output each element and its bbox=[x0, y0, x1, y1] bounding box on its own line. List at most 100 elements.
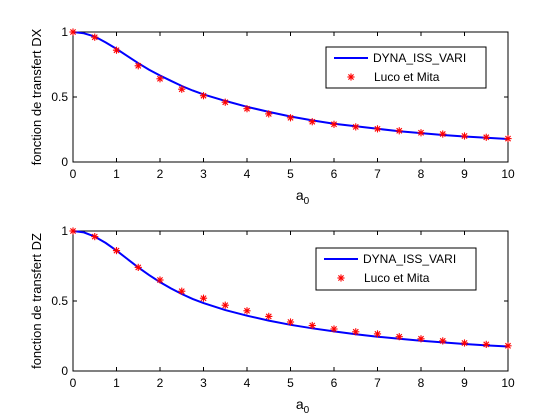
chart-panel-1: 0 1 2 3 4 5 6 7 8 9 10 0 0.5 1 fonction de transfert D… bbox=[29, 25, 515, 207]
data-point bbox=[221, 98, 229, 106]
x-tick-label: 1 bbox=[113, 376, 120, 390]
star-stroke bbox=[222, 99, 229, 106]
star-stroke bbox=[505, 135, 511, 142]
x-axis-label-main: a bbox=[296, 187, 304, 203]
x-tick-label: 2 bbox=[157, 376, 164, 390]
data-point bbox=[134, 62, 142, 70]
legend-entry-1: DYNA_ISS_VARI bbox=[324, 252, 456, 266]
star-stroke bbox=[309, 118, 316, 125]
x-tick-label: 10 bbox=[501, 167, 515, 181]
star-stroke bbox=[331, 121, 337, 128]
star-stroke bbox=[287, 319, 294, 325]
star-stroke bbox=[222, 302, 229, 309]
star-stroke bbox=[70, 29, 76, 35]
legend-box bbox=[325, 46, 487, 89]
data-point bbox=[308, 321, 316, 330]
data-point bbox=[417, 129, 425, 137]
star-stroke bbox=[331, 326, 337, 332]
x-tick-label: 8 bbox=[418, 376, 425, 390]
star-stroke bbox=[352, 123, 359, 130]
legend-entry-2: Luco et Mita bbox=[347, 70, 440, 84]
x-axis-label-main: a bbox=[296, 396, 304, 412]
star-stroke bbox=[135, 62, 142, 69]
x-tick-label: 9 bbox=[461, 376, 468, 390]
x-tick-label: 5 bbox=[287, 167, 294, 181]
data-point bbox=[112, 46, 121, 54]
legend-marker-swatch bbox=[337, 274, 345, 282]
star-stroke bbox=[483, 341, 490, 348]
legend-label: DYNA_ISS_VARI bbox=[373, 51, 466, 65]
x-tick-label: 9 bbox=[461, 167, 468, 181]
data-point bbox=[417, 335, 425, 343]
x-tick-label: 3 bbox=[200, 376, 207, 390]
legend: DYNA_ISS_VARI Luco et Mita bbox=[325, 46, 487, 89]
star-stroke bbox=[374, 330, 381, 337]
x-tick-label: 7 bbox=[374, 376, 381, 390]
star-stroke bbox=[91, 233, 98, 240]
star-stroke bbox=[483, 134, 490, 141]
star-stroke bbox=[418, 129, 424, 136]
star-stroke bbox=[178, 86, 185, 93]
star-stroke bbox=[396, 333, 403, 340]
legend: DYNA_ISS_VARI Luco et Mita bbox=[315, 247, 477, 291]
legend-box bbox=[315, 247, 477, 291]
data-point bbox=[373, 330, 382, 338]
x-tick-label: 0 bbox=[70, 167, 77, 181]
legend-label: DYNA_ISS_VARI bbox=[363, 252, 456, 266]
y-axis-label: fonction de transfert DX bbox=[29, 28, 44, 165]
x-axis-label: a0 bbox=[296, 187, 310, 207]
x-axis-label: a0 bbox=[296, 396, 310, 416]
data-point bbox=[504, 135, 512, 143]
data-point bbox=[69, 28, 77, 36]
data-point bbox=[439, 130, 447, 138]
data-point bbox=[330, 325, 338, 333]
star-stroke bbox=[461, 340, 468, 346]
star-stroke bbox=[178, 288, 185, 295]
data-point bbox=[504, 342, 512, 350]
series-1 bbox=[72, 230, 509, 348]
star-stroke bbox=[265, 313, 272, 320]
x-tick-label: 3 bbox=[200, 167, 207, 181]
x-tick-label: 10 bbox=[501, 376, 515, 390]
data-point bbox=[265, 312, 273, 320]
star-stroke bbox=[374, 125, 381, 132]
data-point bbox=[482, 133, 490, 141]
star-stroke bbox=[135, 264, 142, 271]
star-stroke bbox=[157, 277, 163, 283]
x-tick-label: 1 bbox=[113, 167, 120, 181]
data-point bbox=[91, 233, 99, 241]
data-point bbox=[460, 132, 469, 140]
data-point bbox=[286, 114, 295, 122]
series-2 bbox=[69, 227, 512, 350]
series-2 bbox=[69, 28, 512, 143]
legend-marker-swatch bbox=[347, 73, 355, 81]
data-point bbox=[265, 110, 273, 118]
data-point bbox=[330, 120, 338, 128]
y-tick-label: 0 bbox=[61, 155, 68, 169]
star-stroke bbox=[70, 228, 76, 234]
x-axis-label-subscript: 0 bbox=[304, 196, 310, 207]
data-point bbox=[112, 247, 121, 255]
data-point bbox=[308, 118, 316, 126]
x-tick-label: 4 bbox=[244, 167, 251, 181]
data-point bbox=[243, 307, 251, 315]
x-axis-label-subscript: 0 bbox=[304, 405, 310, 416]
x-tick-label: 2 bbox=[157, 167, 164, 181]
data-point bbox=[482, 340, 490, 348]
star-stroke bbox=[338, 275, 344, 281]
data-point bbox=[178, 287, 186, 295]
data-point bbox=[439, 337, 447, 345]
y-axis-label: fonction de transfert DZ bbox=[29, 233, 44, 369]
star-stroke bbox=[287, 114, 294, 121]
legend-entry-1: DYNA_ISS_VARI bbox=[334, 51, 466, 65]
series-line bbox=[72, 230, 509, 348]
y-tick-label: 0.5 bbox=[51, 294, 68, 308]
x-tick-label: 7 bbox=[374, 167, 381, 181]
star-stroke bbox=[396, 127, 403, 134]
star-stroke bbox=[200, 295, 207, 302]
x-tick-label: 4 bbox=[244, 376, 251, 390]
star-stroke bbox=[113, 247, 120, 254]
data-point bbox=[199, 92, 208, 100]
x-tick-label: 8 bbox=[418, 167, 425, 181]
